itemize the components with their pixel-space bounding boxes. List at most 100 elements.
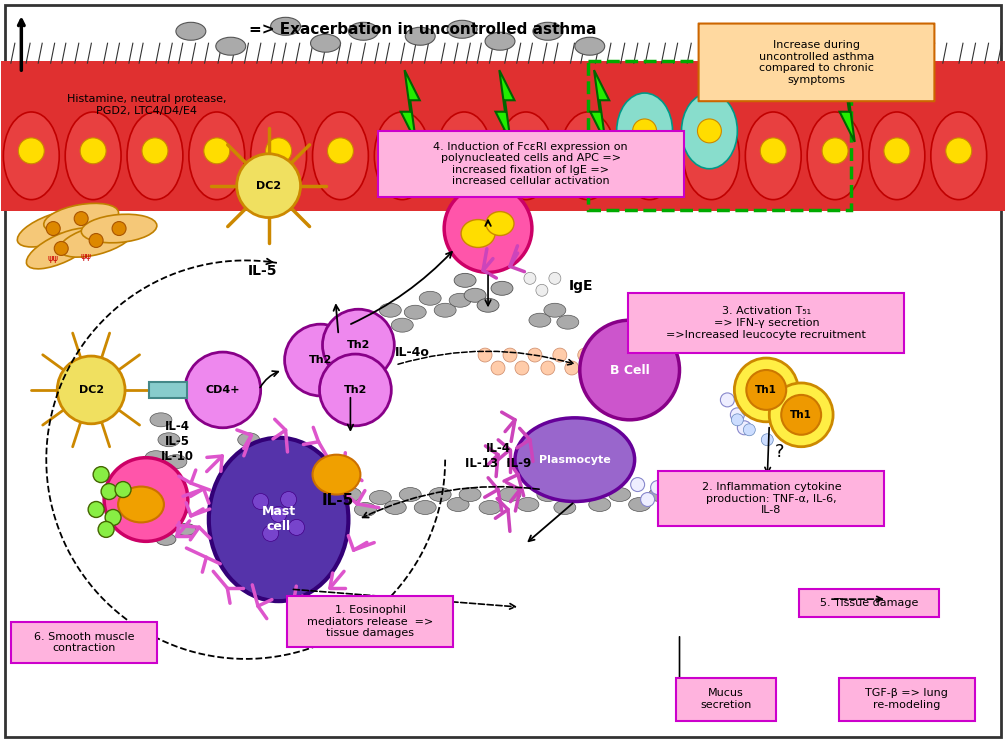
Circle shape bbox=[289, 519, 305, 536]
Ellipse shape bbox=[681, 93, 737, 168]
Ellipse shape bbox=[391, 318, 413, 332]
Ellipse shape bbox=[683, 112, 739, 200]
Ellipse shape bbox=[485, 32, 515, 50]
Text: Mast
cell: Mast cell bbox=[262, 505, 296, 533]
Ellipse shape bbox=[17, 210, 90, 247]
Circle shape bbox=[528, 348, 542, 362]
Circle shape bbox=[54, 241, 68, 255]
Ellipse shape bbox=[354, 502, 376, 516]
Text: Increase during
uncontrolled asthma
compared to chronic
symptoms: Increase during uncontrolled asthma comp… bbox=[759, 40, 874, 85]
Text: 1. Eosinophil
mediators release  =>
tissue damages: 1. Eosinophil mediators release => tissu… bbox=[307, 605, 434, 638]
Circle shape bbox=[574, 138, 601, 164]
Ellipse shape bbox=[574, 37, 605, 55]
Ellipse shape bbox=[537, 487, 559, 502]
Circle shape bbox=[697, 119, 721, 143]
Ellipse shape bbox=[44, 203, 119, 234]
Circle shape bbox=[90, 234, 103, 248]
Circle shape bbox=[661, 490, 675, 505]
Ellipse shape bbox=[529, 313, 551, 327]
Ellipse shape bbox=[156, 533, 176, 545]
Circle shape bbox=[389, 138, 415, 164]
Ellipse shape bbox=[499, 487, 521, 502]
Ellipse shape bbox=[745, 112, 801, 200]
Ellipse shape bbox=[498, 112, 554, 200]
FancyBboxPatch shape bbox=[1, 61, 1005, 211]
Text: Th2: Th2 bbox=[344, 385, 367, 395]
Text: ?: ? bbox=[775, 443, 784, 461]
Circle shape bbox=[579, 321, 679, 420]
Ellipse shape bbox=[568, 487, 591, 502]
Ellipse shape bbox=[479, 501, 501, 514]
Circle shape bbox=[57, 356, 125, 424]
Circle shape bbox=[734, 358, 798, 421]
Circle shape bbox=[89, 502, 104, 517]
Ellipse shape bbox=[216, 37, 245, 55]
Text: IL-4
IL-13  IL-9: IL-4 IL-13 IL-9 bbox=[465, 442, 531, 470]
Ellipse shape bbox=[374, 112, 431, 200]
Circle shape bbox=[328, 138, 353, 164]
Circle shape bbox=[285, 324, 356, 396]
Circle shape bbox=[946, 138, 972, 164]
Ellipse shape bbox=[533, 22, 562, 40]
Ellipse shape bbox=[271, 17, 301, 36]
Circle shape bbox=[266, 138, 292, 164]
FancyBboxPatch shape bbox=[5, 5, 1001, 737]
Circle shape bbox=[553, 348, 566, 362]
Circle shape bbox=[253, 493, 269, 510]
Ellipse shape bbox=[26, 228, 96, 269]
Circle shape bbox=[603, 348, 617, 362]
Ellipse shape bbox=[869, 112, 925, 200]
Ellipse shape bbox=[459, 487, 481, 502]
Ellipse shape bbox=[447, 498, 469, 511]
Text: Th1: Th1 bbox=[791, 410, 812, 420]
Ellipse shape bbox=[384, 501, 406, 514]
Ellipse shape bbox=[379, 303, 401, 317]
Circle shape bbox=[591, 361, 605, 375]
Text: ψψ: ψψ bbox=[47, 254, 58, 263]
Text: ψψ: ψψ bbox=[80, 252, 92, 261]
Text: IL-4
IL-5
IL-10: IL-4 IL-5 IL-10 bbox=[160, 420, 193, 463]
Ellipse shape bbox=[449, 293, 471, 307]
Circle shape bbox=[762, 434, 774, 446]
Ellipse shape bbox=[339, 487, 361, 502]
Circle shape bbox=[737, 421, 751, 435]
Circle shape bbox=[445, 185, 532, 272]
FancyBboxPatch shape bbox=[288, 597, 453, 647]
Circle shape bbox=[185, 352, 261, 428]
FancyBboxPatch shape bbox=[377, 131, 684, 197]
Polygon shape bbox=[840, 70, 858, 142]
Polygon shape bbox=[591, 70, 610, 142]
Ellipse shape bbox=[169, 504, 189, 516]
Circle shape bbox=[631, 478, 645, 491]
Text: Th2: Th2 bbox=[309, 355, 332, 365]
Text: DC2: DC2 bbox=[257, 181, 282, 191]
Ellipse shape bbox=[247, 447, 270, 462]
Circle shape bbox=[770, 383, 833, 447]
Circle shape bbox=[254, 481, 268, 494]
Text: IL-5: IL-5 bbox=[321, 493, 353, 508]
Ellipse shape bbox=[617, 93, 673, 168]
Circle shape bbox=[204, 138, 229, 164]
Text: => Exacerbation in uncontrolled asthma: => Exacerbation in uncontrolled asthma bbox=[249, 22, 597, 37]
Text: Histamine, neutral protease,
PGD2, LTC4/D4/E4: Histamine, neutral protease, PGD2, LTC4/… bbox=[67, 94, 226, 116]
Text: TGF-β => lung
re-modeling: TGF-β => lung re-modeling bbox=[865, 689, 949, 710]
Text: 4. Induction of FcεRI expression on
polynucleated cells and APC =>
increased fix: 4. Induction of FcεRI expression on poly… bbox=[434, 142, 628, 186]
Circle shape bbox=[94, 467, 109, 482]
Ellipse shape bbox=[649, 487, 671, 502]
Circle shape bbox=[271, 507, 287, 522]
Circle shape bbox=[615, 361, 629, 375]
Ellipse shape bbox=[145, 450, 167, 464]
Circle shape bbox=[245, 493, 260, 507]
Ellipse shape bbox=[807, 112, 863, 200]
Polygon shape bbox=[496, 70, 514, 142]
Ellipse shape bbox=[589, 498, 611, 511]
FancyBboxPatch shape bbox=[839, 677, 975, 720]
Circle shape bbox=[720, 393, 734, 407]
Circle shape bbox=[884, 138, 909, 164]
Circle shape bbox=[263, 525, 279, 542]
Text: IL-4o: IL-4o bbox=[395, 346, 431, 359]
Circle shape bbox=[236, 154, 301, 217]
Ellipse shape bbox=[515, 418, 635, 502]
Ellipse shape bbox=[461, 220, 495, 248]
Circle shape bbox=[743, 424, 756, 436]
